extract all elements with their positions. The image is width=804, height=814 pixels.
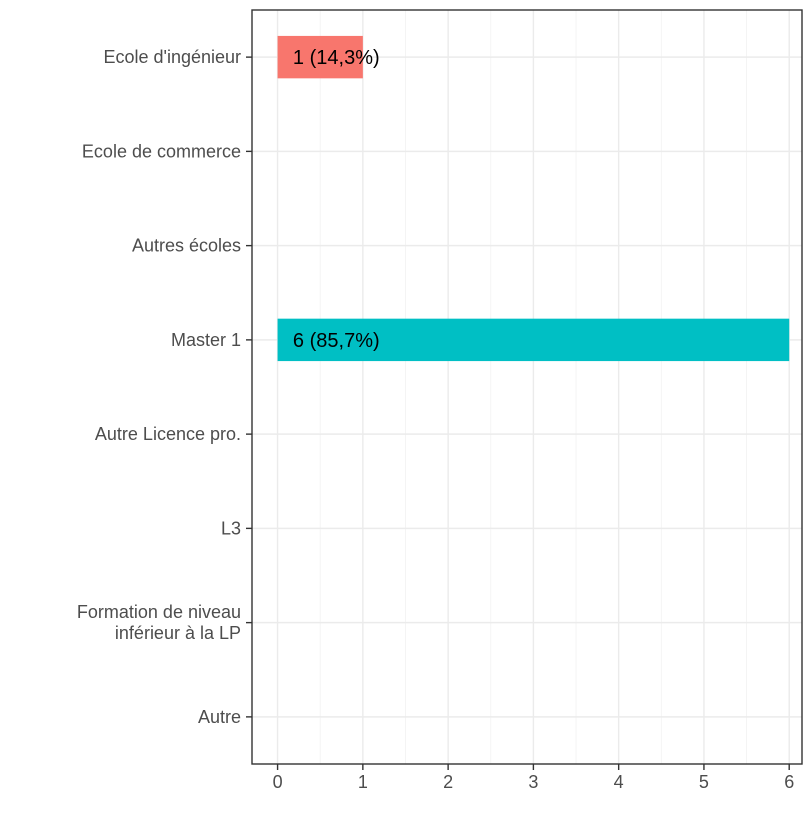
y-tick-label: Autre Licence pro. bbox=[95, 424, 241, 444]
y-axis: Ecole d'ingénieur Ecole de commerce Autres… bbox=[77, 47, 252, 727]
x-tick-label: 5 bbox=[699, 772, 709, 792]
y-tick-label: Ecole de commerce bbox=[82, 141, 241, 161]
bars: 1 (14,3%) 6 (85,7%) bbox=[277, 35, 790, 362]
panel-background bbox=[252, 10, 802, 764]
y-tick-label: Ecole d'ingénieur bbox=[103, 47, 241, 67]
x-tick-label: 6 bbox=[784, 772, 794, 792]
y-tick-label: Formation de niveau bbox=[77, 602, 241, 622]
x-tick-label: 4 bbox=[614, 772, 624, 792]
y-tick-label: L3 bbox=[221, 518, 241, 538]
bar bbox=[277, 35, 363, 79]
x-tick-label: 1 bbox=[358, 772, 368, 792]
y-tick-label: inférieur à la LP bbox=[115, 623, 241, 643]
x-tick-label: 3 bbox=[528, 772, 538, 792]
y-tick-label: Autres écoles bbox=[132, 236, 241, 256]
x-tick-label: 2 bbox=[443, 772, 453, 792]
data-label: 6 (85,7%) bbox=[293, 330, 380, 352]
x-axis: 0 1 2 3 4 5 6 bbox=[273, 764, 794, 792]
panel-border bbox=[251, 9, 803, 765]
y-tick-label: Master 1 bbox=[171, 330, 241, 350]
data-label: 1 (14,3%) bbox=[293, 47, 380, 69]
bar bbox=[277, 318, 790, 362]
y-tick-label: Autre bbox=[198, 707, 241, 727]
x-tick-label: 0 bbox=[273, 772, 283, 792]
